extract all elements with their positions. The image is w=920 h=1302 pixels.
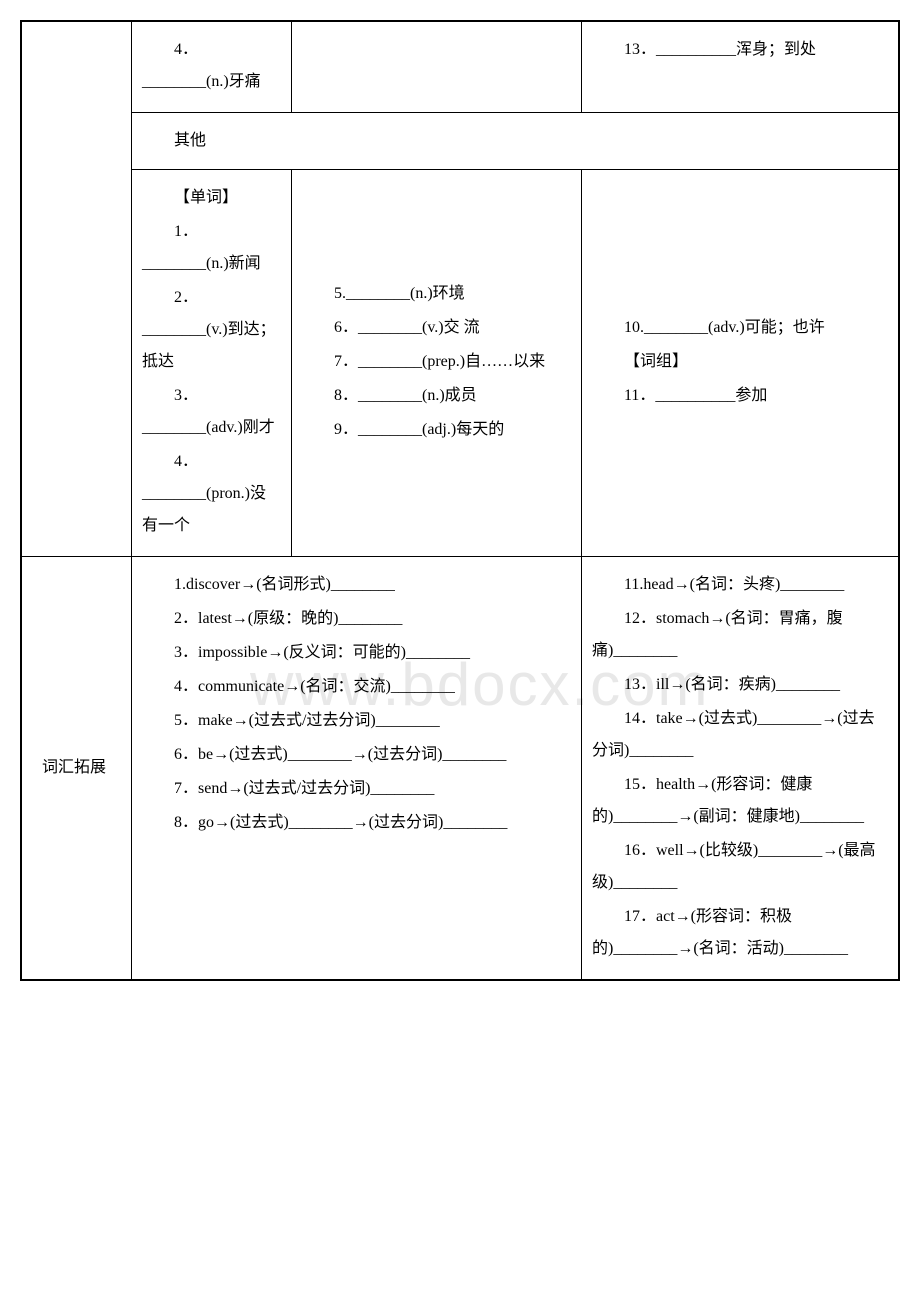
expansion-item: 8．go→(过去式)________→(过去分词)________ bbox=[142, 807, 571, 839]
expansion-item: 5．make→(过去式/过去分词)________ bbox=[142, 705, 571, 737]
vocab-item: 9．________(adj.)每天的 bbox=[302, 414, 571, 446]
vocab-item: 2．________(v.)到达；抵达 bbox=[142, 282, 281, 378]
expansion-item: 1.discover→(名词形式)________ bbox=[142, 569, 571, 601]
vocab-item: 8．________(n.)成员 bbox=[302, 380, 571, 412]
vocab-item: 1．________(n.)新闻 bbox=[142, 216, 281, 280]
table-row: 其他 bbox=[22, 113, 899, 170]
expansion-item: 6．be→(过去式)________→(过去分词)________ bbox=[142, 739, 571, 771]
vocab-item: 11．__________参加 bbox=[592, 380, 888, 412]
group-header: 【单词】 bbox=[142, 182, 281, 214]
expansion-item: 4．communicate→(名词：交流)________ bbox=[142, 671, 571, 703]
vocab-col3: 10.________(adv.)可能；也许 【词组】 11．_________… bbox=[582, 170, 899, 557]
expansion-item: 12．stomach→(名词：胃痛，腹痛)________ bbox=[592, 603, 888, 667]
vocab-item: 10.________(adv.)可能；也许 bbox=[592, 312, 888, 344]
vocab-item: 3．________(adv.)刚才 bbox=[142, 380, 281, 444]
expansion-col1: 1.discover→(名词形式)________ 2．latest→(原级：晚… bbox=[132, 557, 582, 980]
vocab-col2: 5.________(n.)环境 6．________(v.)交 流 7．___… bbox=[292, 170, 582, 557]
table-row: 词汇拓展 1.discover→(名词形式)________ 2．latest→… bbox=[22, 557, 899, 980]
table-row: 【单词】 1．________(n.)新闻 2．________(v.)到达；抵… bbox=[22, 170, 899, 557]
cell-item13: 13．__________浑身；到处 bbox=[582, 22, 899, 113]
expansion-item: 2．latest→(原级：晚的)________ bbox=[142, 603, 571, 635]
expansion-item: 15．health→(形容词：健康的)________→(副词：健康地)____… bbox=[592, 769, 888, 833]
section-label-cell: 词汇拓展 bbox=[22, 557, 132, 980]
vocab-col1: 【单词】 1．________(n.)新闻 2．________(v.)到达；抵… bbox=[132, 170, 292, 557]
other-header-cell: 其他 bbox=[132, 113, 899, 170]
section-header: 其他 bbox=[142, 125, 888, 157]
cell-empty bbox=[292, 22, 582, 113]
vocab-item: 4．________(pron.)没有一个 bbox=[142, 446, 281, 542]
worksheet-table: 4．________(n.)牙痛 13．__________浑身；到处 其他 【… bbox=[20, 20, 900, 981]
vocab-item: 4．________(n.)牙痛 bbox=[142, 34, 281, 98]
expansion-item: 3．impossible→(反义词：可能的)________ bbox=[142, 637, 571, 669]
expansion-item: 14．take→(过去式)________→(过去分词)________ bbox=[592, 703, 888, 767]
group-header: 【词组】 bbox=[592, 346, 888, 378]
vocab-item: 13．__________浑身；到处 bbox=[592, 34, 888, 66]
vocab-item: 5.________(n.)环境 bbox=[302, 278, 571, 310]
expansion-item: 17．act→(形容词：积极的)________→(名词：活动)________ bbox=[592, 901, 888, 965]
expansion-item: 13．ill→(名词：疾病)________ bbox=[592, 669, 888, 701]
expansion-item: 11.head→(名词：头疼)________ bbox=[592, 569, 888, 601]
vocab-item: 7．________(prep.)自……以来 bbox=[302, 346, 571, 378]
table-row: 4．________(n.)牙痛 13．__________浑身；到处 bbox=[22, 22, 899, 113]
expansion-item: 7．send→(过去式/过去分词)________ bbox=[142, 773, 571, 805]
expansion-col2: 11.head→(名词：头疼)________ 12．stomach→(名词：胃… bbox=[582, 557, 899, 980]
section-label: 词汇拓展 bbox=[42, 752, 121, 784]
section-label-cell bbox=[22, 22, 132, 557]
expansion-item: 16．well→(比较级)________→(最高级)________ bbox=[592, 835, 888, 899]
vocab-item: 6．________(v.)交 流 bbox=[302, 312, 571, 344]
cell-item4: 4．________(n.)牙痛 bbox=[132, 22, 292, 113]
